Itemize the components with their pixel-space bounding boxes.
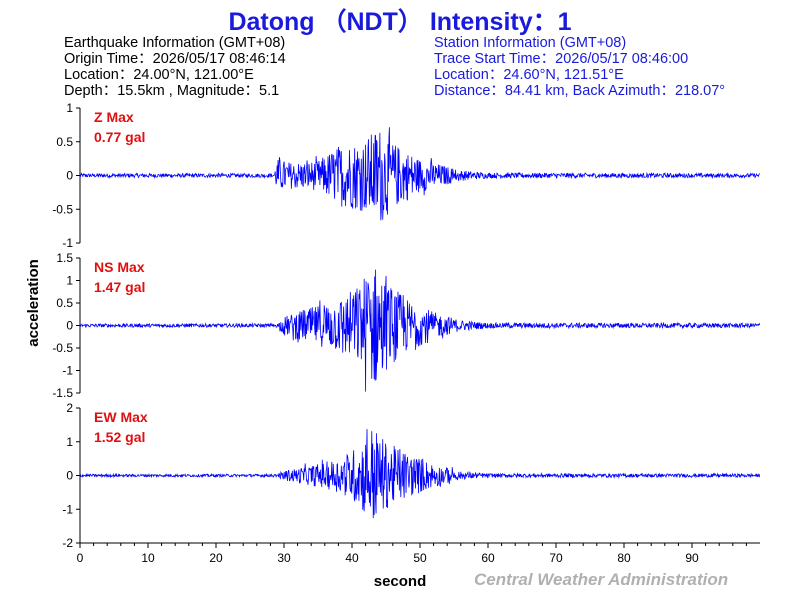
y-tick-label-ew: 1 <box>66 435 73 449</box>
trace-ns <box>79 269 761 392</box>
earthquake-info-header: Earthquake Information (GMT+08) <box>64 35 286 51</box>
trace-ew <box>79 429 761 519</box>
station-distance: Distance：84.41 km, Back Azimuth：218.07° <box>434 83 726 99</box>
x-axis-title: second <box>374 573 427 590</box>
y-tick-label-ns: 1.5 <box>56 251 73 265</box>
x-tick-label: 80 <box>617 551 631 565</box>
y-tick-label-ns: -1 <box>62 364 73 378</box>
y-axis-title: acceleration <box>25 259 42 347</box>
max-value-ew: 1.52 gal <box>94 429 145 445</box>
y-tick-label-ew: 0 <box>66 469 73 483</box>
y-tick-label-ns: 1 <box>66 274 73 288</box>
x-tick-label: 0 <box>77 551 84 565</box>
max-label-z: Z Max <box>94 109 134 125</box>
chart-title: Datong （NDT） Intensity：1 <box>228 8 572 36</box>
max-value-ns: 1.47 gal <box>94 279 145 295</box>
x-tick-label: 10 <box>141 551 155 565</box>
y-tick-label-z: 0.5 <box>56 135 73 149</box>
trace-start-time: Trace Start Time：2026/05/17 08:46:00 <box>434 51 689 67</box>
origin-time: Origin Time：2026/05/17 08:46:14 <box>64 51 286 67</box>
y-tick-label-ns: 0.5 <box>56 296 73 310</box>
max-label-ew: EW Max <box>94 409 148 425</box>
station-location: Location：24.60°N, 121.51°E <box>434 67 624 83</box>
y-tick-label-z: 1 <box>66 101 73 115</box>
y-tick-label-z: 0 <box>66 169 73 183</box>
y-tick-label-ns: 0 <box>66 319 73 333</box>
y-tick-label-ew: -2 <box>62 536 73 550</box>
x-tick-label: 50 <box>413 551 427 565</box>
x-tick-label: 20 <box>209 551 223 565</box>
depth-magnitude: Depth：15.5km , Magnitude：5.1 <box>64 83 280 99</box>
trace-z <box>79 127 760 221</box>
max-label-ns: NS Max <box>94 259 145 275</box>
max-value-z: 0.77 gal <box>94 129 145 145</box>
x-tick-label: 40 <box>345 551 359 565</box>
x-tick-label: 90 <box>685 551 699 565</box>
y-tick-label-ew: -1 <box>62 502 73 516</box>
earthquake-info: Earthquake Information (GMT+08) Origin T… <box>64 35 286 99</box>
y-tick-label-z: -0.5 <box>52 202 73 216</box>
station-info: Station Information (GMT+08) Trace Start… <box>434 35 725 99</box>
x-tick-label: 60 <box>481 551 495 565</box>
y-tick-label-ns: -0.5 <box>52 341 73 355</box>
station-info-header: Station Information (GMT+08) <box>434 35 627 51</box>
epicenter-location: Location：24.00°N, 121.00°E <box>64 67 254 83</box>
y-tick-label-ns: -1.5 <box>52 386 73 400</box>
y-tick-label-ew: 2 <box>66 401 73 415</box>
y-tick-label-z: -1 <box>62 236 73 250</box>
credit-watermark: Central Weather Administration <box>474 570 729 589</box>
x-tick-label: 30 <box>277 551 291 565</box>
x-tick-label: 70 <box>549 551 563 565</box>
